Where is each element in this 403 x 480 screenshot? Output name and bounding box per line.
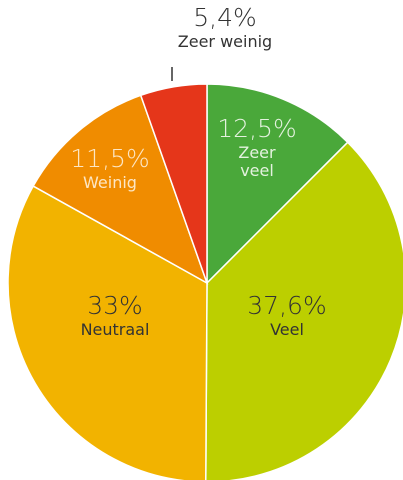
- category-label: Zeer weinig: [177, 31, 273, 51]
- pie-slice: [7, 185, 208, 480]
- slice-label: 5,4% Zeer weinig: [155, 3, 295, 51]
- slice-label: 37,6% Veel: [232, 291, 342, 339]
- category-label: Neutraal: [80, 319, 150, 339]
- pie-slice: [32, 94, 209, 285]
- slice-label: 11,5% Weinig: [55, 144, 165, 192]
- pie-slice: [206, 83, 349, 285]
- pie-slice: [139, 83, 208, 284]
- category-label: Zeer veel: [238, 142, 276, 181]
- value-label: 37,6%: [247, 291, 327, 320]
- category-label: Weinig: [83, 172, 137, 192]
- slice-label: 12,5% Zeer veel: [202, 114, 312, 181]
- value-label: 12,5%: [217, 114, 297, 143]
- value-label: 33%: [87, 291, 143, 320]
- pie-slice: [205, 141, 403, 480]
- value-label: 5,4%: [193, 3, 257, 32]
- value-label: 11,5%: [70, 144, 150, 173]
- slice-label: 33% Neutraal: [60, 291, 170, 339]
- category-label: Veel: [270, 319, 304, 339]
